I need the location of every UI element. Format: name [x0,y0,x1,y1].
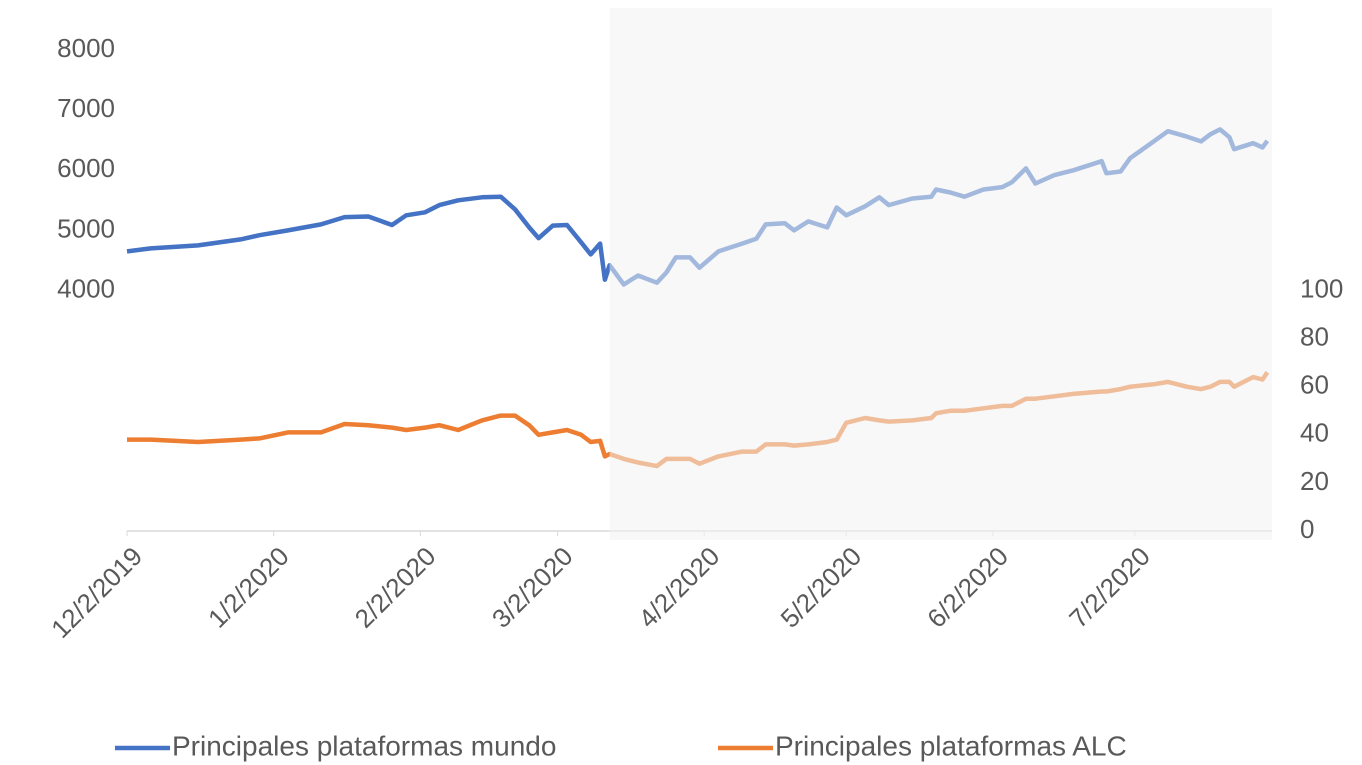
legend-label: Principales plataformas mundo [172,730,556,761]
x-tick-label: 1/2/2020 [202,541,295,634]
y2-tick-label: 0 [1300,514,1314,544]
shaded-region [609,8,1272,540]
x-tick-label: 4/2/2020 [633,541,726,634]
y-tick-label: 6000 [57,153,115,183]
y-tick-label: 8000 [57,33,115,63]
x-tick-label: 12/2/2019 [45,541,148,644]
y-tick-label: 7000 [57,93,115,123]
x-tick-label: 2/2/2020 [349,541,442,634]
y2-tick-label: 60 [1300,370,1329,400]
x-tick-label: 6/2/2020 [921,541,1014,634]
y-tick-label: 5000 [57,213,115,243]
y2-tick-label: 40 [1300,418,1329,448]
legend-label: Principales plataformas ALC [775,730,1127,761]
x-tick-label: 7/2/2020 [1063,541,1156,634]
y2-tick-label: 80 [1300,321,1329,351]
y2-tick-label: 100 [1300,273,1343,303]
x-tick-label: 5/2/2020 [774,541,867,634]
y-tick-label: 4000 [57,273,115,303]
y2-tick-label: 20 [1300,466,1329,496]
x-tick-label: 3/2/2020 [486,541,579,634]
